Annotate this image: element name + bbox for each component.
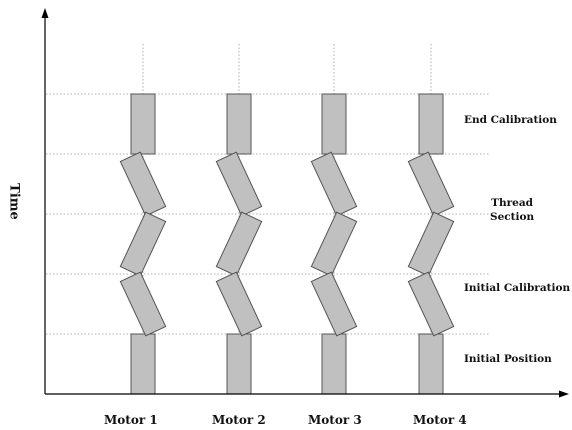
- motor-2-tilted-block-1: [215, 151, 263, 217]
- motor-3-initial-block: [321, 333, 347, 395]
- motor-4-tilted-block-3: [407, 271, 455, 337]
- motor-4-initial-block: [418, 333, 444, 395]
- motor-blocks: [119, 93, 455, 395]
- motor-2-end-block: [226, 93, 252, 155]
- y-axis-arrow: [41, 8, 49, 18]
- motor-4-tilted-block-2: [407, 211, 455, 277]
- motor-3-tilted-block-2: [310, 211, 358, 277]
- motor-2-tilted-block-3: [215, 271, 263, 337]
- motor-2-initial-block: [226, 333, 252, 395]
- y-axis-title: Time: [6, 183, 22, 220]
- motor-3-end-block: [321, 93, 347, 155]
- motor-3-tilted-block-3: [310, 271, 358, 337]
- motor-3-tilted-block-1: [310, 151, 358, 217]
- x-axis-arrow: [559, 390, 569, 398]
- phase-label-initial-calibration: Initial Calibration: [464, 282, 571, 294]
- motor-2-tilted-block-2: [215, 211, 263, 277]
- motor-1-tilted-block-2: [119, 211, 167, 277]
- phase-label-thread-section: Thread Section: [490, 197, 535, 223]
- motor-label-1: Motor 1: [104, 413, 158, 427]
- motor-4-end-block: [418, 93, 444, 155]
- motor-label-4: Motor 4: [413, 413, 467, 427]
- motor-1-tilted-block-1: [119, 151, 167, 217]
- motor-4-tilted-block-1: [407, 151, 455, 217]
- motor-label-2: Motor 2: [212, 413, 266, 427]
- motor-label-3: Motor 3: [308, 413, 362, 427]
- motor-1-initial-block: [130, 333, 156, 395]
- phase-label-initial-position: Initial Position: [464, 353, 552, 365]
- motor-1-tilted-block-3: [119, 271, 167, 337]
- phase-label-end-calibration: End Calibration: [464, 114, 557, 126]
- motor-1-end-block: [130, 93, 156, 155]
